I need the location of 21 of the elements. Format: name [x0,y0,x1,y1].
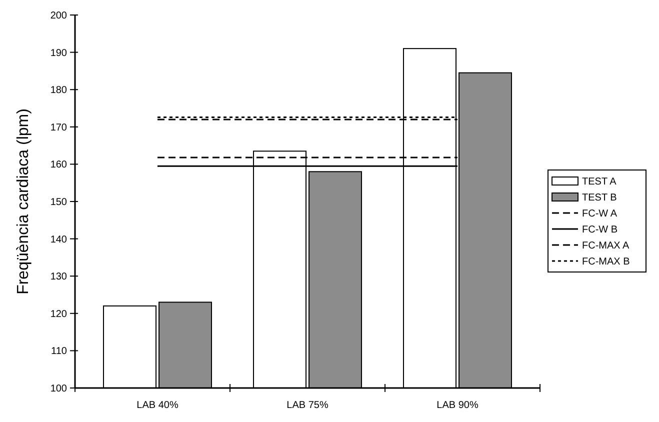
legend-label: FC-W A [582,208,618,220]
y-tick-label: 160 [50,160,68,171]
y-tick-label: 100 [50,384,68,394]
legend-label: FC-W B [582,224,618,236]
x-tick-label: LAB 40% [136,400,178,411]
legend-label: FC-MAX B [582,256,630,268]
legend-label: FC-MAX A [582,240,630,252]
y-tick-label: 170 [50,122,68,134]
legend-label: TEST A [582,176,617,188]
y-axis-title: Freqüència cardiaca (lpm) [15,108,32,294]
y-tick-label: 200 [50,10,68,22]
y-tick-label: 150 [50,197,68,208]
legend-label: TEST B [582,192,618,204]
x-tick-label: LAB 90% [436,400,478,411]
y-tick-label: 130 [50,272,68,283]
x-tick-label: LAB 75% [286,400,328,411]
y-tick-label: 180 [50,85,68,96]
y-tick-label: 120 [50,308,68,320]
y-tick-label: 190 [50,48,68,59]
y-tick-label: 110 [51,346,68,358]
y-tick-label: 140 [50,234,68,246]
